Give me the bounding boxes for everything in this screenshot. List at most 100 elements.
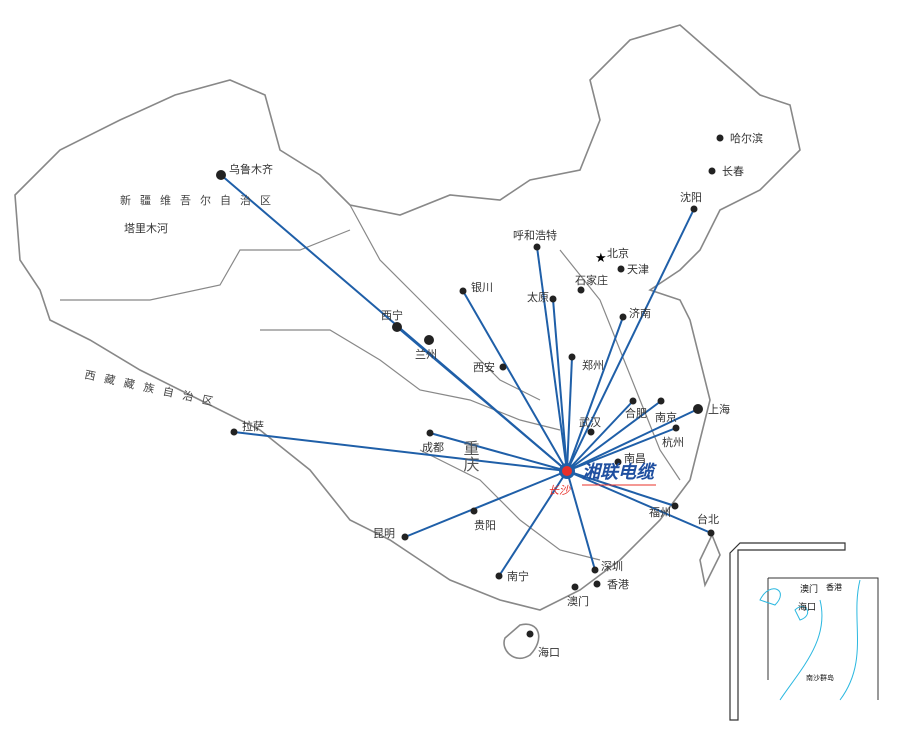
route-line — [552, 298, 568, 472]
city-marker — [657, 397, 665, 405]
city-marker — [426, 429, 434, 437]
city-marker — [392, 322, 402, 332]
hub-marker — [562, 466, 572, 476]
city-label: 呼和浩特 — [513, 228, 557, 242]
hub-label: 长沙 — [548, 484, 571, 497]
route-line — [566, 316, 624, 472]
city-label: 济南 — [629, 306, 651, 320]
city-marker — [671, 502, 679, 510]
city-label: 香港 — [607, 578, 629, 591]
city-marker — [459, 287, 467, 295]
city-label: 成都 — [422, 441, 444, 454]
city-marker — [401, 533, 409, 541]
city-label: 石家庄 — [575, 273, 608, 287]
route-line — [404, 470, 568, 538]
city-marker — [672, 424, 680, 432]
region-tibet: 西藏藏族自治区 — [83, 367, 223, 410]
south-china-sea-inset: 澳门 香港 海口 南沙群岛 — [729, 542, 879, 721]
city-marker — [577, 286, 585, 294]
route-line — [566, 470, 596, 571]
city-label: 南宁 — [507, 569, 529, 583]
city-marker — [216, 170, 226, 180]
city-label: 太原 — [527, 291, 549, 304]
city-marker — [495, 572, 503, 580]
city-label: 沈阳 — [680, 190, 702, 204]
city-marker — [690, 205, 698, 213]
city-marker — [591, 566, 599, 574]
route-line — [566, 470, 676, 507]
city-marker — [571, 583, 579, 591]
city-marker — [549, 295, 557, 303]
hub-changsha: 长沙 湘联电缆 — [548, 462, 657, 497]
city-label: 南京 — [655, 410, 677, 424]
city-label: 上海 — [708, 402, 730, 416]
route-line — [566, 427, 677, 472]
city-label: 澳门 — [567, 594, 589, 608]
city-label: 贵阳 — [474, 519, 496, 532]
city-marker — [693, 404, 703, 414]
city-label: 乌鲁木齐 — [229, 162, 273, 176]
city-marker — [707, 529, 715, 537]
region-labels: 新疆维吾尔自治区 塔里木河 西藏藏族自治区 重庆 — [83, 193, 479, 472]
inset-label-haikou: 海口 — [798, 601, 816, 613]
city-marker — [617, 265, 625, 273]
inset-label-hongkong: 香港 — [826, 582, 842, 592]
city-label: 南昌 — [624, 452, 646, 465]
city-label: 郑州 — [582, 358, 604, 372]
city-marker — [619, 313, 627, 321]
city-marker — [614, 458, 622, 466]
city-label: 兰州 — [415, 348, 437, 361]
route-line — [566, 400, 662, 472]
city-marker — [587, 428, 595, 436]
inset-label-macau: 澳门 — [800, 583, 818, 595]
city-label: 天津 — [627, 263, 649, 276]
city-marker — [629, 397, 637, 405]
city-marker — [533, 243, 541, 251]
country-outline — [14, 24, 801, 660]
city-label: 福州 — [649, 505, 671, 519]
city-label: 西宁 — [381, 308, 403, 322]
city-marker — [230, 428, 238, 436]
city-label: 杭州 — [662, 435, 684, 449]
inset-label-nansha: 南沙群岛 — [806, 673, 834, 682]
route-line — [566, 470, 712, 534]
route-line — [566, 208, 695, 472]
city-label: 北京 — [607, 246, 629, 260]
capital-star-icon: ★ — [595, 251, 607, 266]
city-label: 合肥 — [625, 406, 647, 420]
route-line — [462, 290, 568, 472]
city-marker — [716, 134, 724, 142]
city-label: 拉萨 — [242, 419, 264, 433]
city-marker — [568, 353, 576, 361]
city-marker — [708, 167, 716, 175]
region-chongqing: 重庆 — [461, 440, 480, 472]
brand-logo: 湘联电缆 — [582, 462, 657, 483]
city-marker — [470, 507, 478, 515]
city-label: 海口 — [538, 645, 560, 659]
region-xinjiang: 新疆维吾尔自治区 — [120, 193, 280, 207]
river-tarim: 塔里木河 — [124, 222, 168, 235]
route-line — [536, 246, 568, 472]
city-label: 哈尔滨 — [730, 131, 763, 145]
city-label: 昆明 — [373, 527, 395, 540]
route-line — [566, 408, 699, 472]
city-label: 长春 — [722, 165, 744, 178]
route-line — [396, 326, 568, 472]
route-line — [566, 400, 634, 472]
route-line — [233, 431, 568, 472]
route-line — [498, 470, 568, 577]
city-marker — [593, 580, 601, 588]
connection-lines — [220, 174, 712, 577]
city-label: 武汉 — [579, 416, 601, 429]
city-label: 深圳 — [601, 560, 623, 573]
route-line — [566, 356, 573, 472]
city-marker — [499, 363, 507, 371]
city-marker — [424, 335, 434, 345]
route-line — [429, 432, 568, 472]
city-label: 银川 — [471, 280, 493, 294]
city-label: 台北 — [697, 512, 719, 526]
city-marker — [526, 630, 534, 638]
